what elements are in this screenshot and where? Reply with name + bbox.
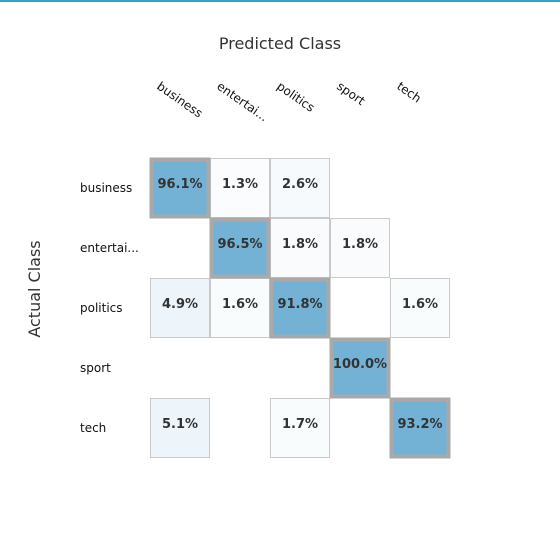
row-labels: business entertai... politics sport tech: [80, 181, 139, 435]
cell-rect: [209, 217, 271, 279]
cell-value-label: 1.8%: [342, 237, 378, 252]
row-label: entertai...: [80, 241, 139, 255]
diagonal-cell: 96.5%: [209, 217, 271, 279]
matrix-cell: 1.8%: [270, 218, 330, 278]
column-label: sport: [334, 79, 368, 108]
cell-value-label: 96.1%: [157, 177, 202, 192]
cell-value-label: 5.1%: [162, 417, 198, 432]
diagonal-cell: 93.2%: [389, 397, 451, 459]
cell-rect: [269, 277, 331, 339]
matrix-cell: 4.9%: [150, 278, 210, 338]
column-label: tech: [394, 79, 424, 106]
cell-rect: [149, 157, 211, 219]
diagonal-cell: 91.8%: [269, 277, 331, 339]
cell-value-label: 96.5%: [217, 237, 262, 252]
matrix-cell: 5.1%: [150, 398, 210, 458]
cell-rect: [210, 278, 270, 338]
column-label: entertai...: [214, 79, 270, 124]
diagonal-cell: 100.0%: [329, 337, 391, 399]
matrix-cells: 1.3% 2.6% 1.8% 1.8% 4.9% 1.6% 1.6% 5.1% 1.7% 96.1…: [149, 157, 451, 459]
matrix-cell: 1.6%: [390, 278, 450, 338]
row-label: business: [80, 181, 132, 195]
matrix-cell: 1.3%: [210, 158, 270, 218]
cell-rect: [389, 397, 451, 459]
y-axis-title: Actual Class: [25, 240, 44, 337]
top-accent-bar: [0, 0, 560, 2]
cell-value-label: 1.6%: [402, 297, 438, 312]
cell-value-label: 1.3%: [222, 177, 258, 192]
cell-rect: [270, 158, 330, 218]
column-label: business: [154, 79, 205, 120]
x-axis-title: Predicted Class: [219, 34, 341, 53]
matrix-cell: 1.8%: [330, 218, 390, 278]
column-label: politics: [274, 79, 317, 115]
matrix-cell: 1.7%: [270, 398, 330, 458]
cell-rect: [150, 278, 210, 338]
cell-rect: [270, 398, 330, 458]
row-label: sport: [80, 361, 111, 375]
cell-rect: [390, 278, 450, 338]
cell-value-label: 2.6%: [282, 177, 318, 192]
matrix-cell: 2.6%: [270, 158, 330, 218]
cell-value-label: 93.2%: [397, 417, 442, 432]
row-label: politics: [80, 301, 123, 315]
cell-value-label: 1.7%: [282, 417, 318, 432]
cell-value-label: 1.6%: [222, 297, 258, 312]
cell-value-label: 4.9%: [162, 297, 198, 312]
cell-rect: [150, 398, 210, 458]
cell-value-label: 91.8%: [277, 297, 322, 312]
cell-rect: [330, 218, 390, 278]
diagonal-cell: 96.1%: [149, 157, 211, 219]
cell-rect: [270, 218, 330, 278]
row-label: tech: [80, 421, 106, 435]
cell-value-label: 1.8%: [282, 237, 318, 252]
matrix-cell: 1.6%: [210, 278, 270, 338]
cell-value-label: 100.0%: [333, 357, 387, 372]
column-labels: business entertai... politics sport tech: [154, 79, 424, 124]
cell-rect: [329, 337, 391, 399]
